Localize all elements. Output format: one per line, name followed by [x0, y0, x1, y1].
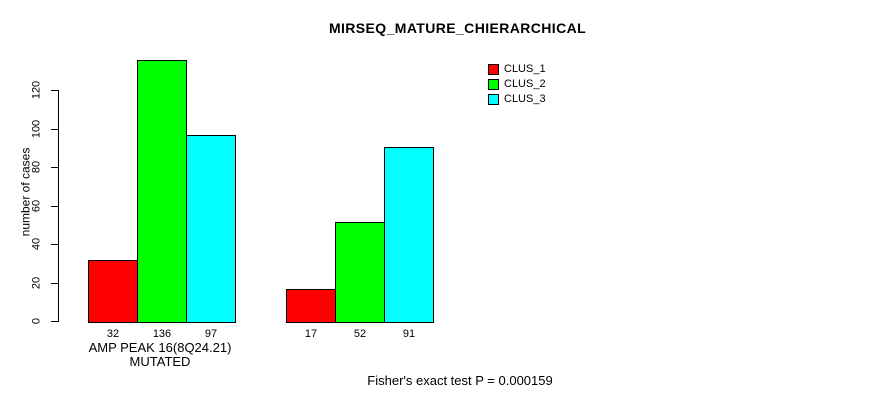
bar-clus_3-group1	[186, 135, 236, 323]
fisher-test-note: Fisher's exact test P = 0.000159	[367, 373, 553, 388]
legend-swatch-clus_3	[488, 94, 499, 105]
y-tick-label: 0	[30, 317, 43, 325]
legend-swatch-clus_2	[488, 79, 499, 90]
y-tick-label: 80	[30, 160, 43, 174]
y-tick-label: 40	[30, 237, 43, 251]
y-tick	[51, 90, 58, 91]
bar-clus_2-group2	[335, 222, 385, 323]
y-tick-label: 60	[30, 199, 43, 213]
bar-value-label: 17	[304, 328, 318, 340]
y-tick	[51, 244, 58, 245]
legend-row: CLUS_3	[488, 94, 546, 105]
y-tick	[51, 283, 58, 284]
bar-value-label: 32	[106, 328, 120, 340]
bar-value-label: 136	[152, 328, 172, 340]
y-tick	[51, 167, 58, 168]
chart-title: MIRSEQ_MATURE_CHIERARCHICAL	[328, 20, 587, 36]
legend-label: CLUS_2	[504, 78, 546, 90]
bar-clus_1-group2	[286, 289, 336, 323]
y-tick-label: 120	[30, 80, 43, 100]
y-axis-line	[58, 90, 59, 322]
bar-clus_1-group1	[88, 260, 138, 323]
bar-value-label: 52	[353, 328, 367, 340]
legend-label: CLUS_3	[504, 93, 546, 105]
y-tick-label: 20	[30, 276, 43, 290]
y-tick-label: 100	[30, 119, 43, 139]
legend-row: CLUS_2	[488, 79, 546, 90]
y-tick	[51, 129, 58, 130]
legend: CLUS_1 CLUS_2 CLUS_3	[488, 64, 546, 109]
bar-clus_3-group2	[384, 147, 434, 323]
bar-value-label: 91	[402, 328, 416, 340]
bar-clus_2-group1	[137, 60, 187, 323]
legend-label: CLUS_1	[504, 63, 546, 75]
y-tick	[51, 206, 58, 207]
legend-row: CLUS_1	[488, 64, 546, 75]
bar-value-label: 97	[204, 328, 218, 340]
legend-swatch-clus_1	[488, 64, 499, 75]
x-category-label: AMP PEAK 16(8Q24.21) MUTATED	[88, 340, 232, 369]
y-tick	[51, 321, 58, 322]
